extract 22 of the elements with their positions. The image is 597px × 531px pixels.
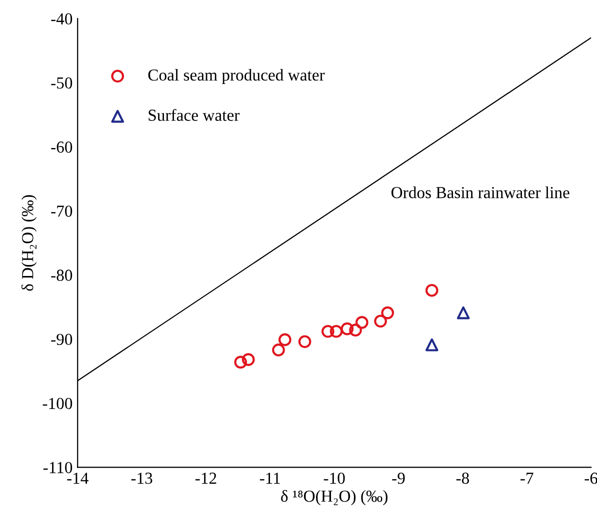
x-tick-label: -14	[67, 472, 88, 484]
x-axis-title: δ ¹⁸O(H₂O) (‰)	[281, 490, 388, 506]
x-tick-label: -6	[584, 472, 597, 484]
annotation: Ordos Basin rainwater line	[391, 186, 570, 198]
y-axis-title: δ D(H₂O) (‰)	[21, 195, 37, 291]
x-tick-label: -9	[392, 472, 405, 484]
x-tick-label: -10	[324, 472, 345, 484]
y-tick-label: -80	[51, 270, 72, 281]
x-tick-label: -11	[260, 472, 280, 484]
y-tick-label: -100	[42, 398, 72, 410]
legend-label: Surface water	[148, 108, 240, 121]
y-tick-label: -40	[51, 13, 72, 25]
x-tick-label: -7	[520, 472, 534, 484]
legend-label: Coal seam produced water	[148, 68, 325, 84]
y-tick-label: -110	[43, 462, 72, 474]
x-tick-label: -13	[131, 472, 152, 484]
y-tick-label: -90	[51, 334, 72, 346]
y-tick-label: -70	[51, 206, 72, 217]
x-tick-label: -8	[456, 472, 469, 484]
y-tick-label: -50	[51, 77, 72, 89]
x-tick-label: -12	[195, 472, 216, 484]
y-tick-label: -60	[51, 141, 72, 153]
